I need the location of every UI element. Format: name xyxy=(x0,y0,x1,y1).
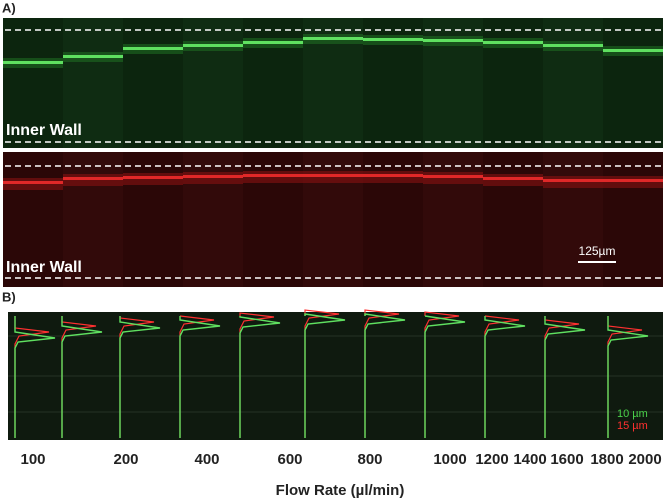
band xyxy=(63,177,123,180)
column xyxy=(123,152,183,287)
column xyxy=(183,18,243,148)
column xyxy=(3,18,63,148)
flow-rate: 2000 xyxy=(628,451,661,468)
trace-10um xyxy=(119,316,161,438)
band xyxy=(63,55,123,58)
flow-rate: 200 xyxy=(113,451,138,468)
trace-10um xyxy=(304,313,346,438)
trace-10um xyxy=(484,316,526,438)
image-label: Inner Wall xyxy=(6,259,82,276)
band xyxy=(423,175,483,178)
panel-label: A) xyxy=(2,0,16,15)
flow-rate: 400 xyxy=(194,451,219,468)
band xyxy=(303,174,363,177)
flow-rate: 1800 xyxy=(590,451,623,468)
scale-label: 125µm xyxy=(579,244,616,258)
flow-rate: 1200 xyxy=(475,451,508,468)
column xyxy=(483,152,543,287)
band xyxy=(483,41,543,44)
band xyxy=(243,174,303,177)
band xyxy=(3,181,63,184)
column xyxy=(63,18,123,148)
column xyxy=(543,18,603,148)
band xyxy=(303,37,363,40)
image-label: Inner Wall xyxy=(6,122,82,139)
band xyxy=(543,44,603,47)
trace-10um xyxy=(179,316,221,438)
column xyxy=(603,18,663,148)
band xyxy=(3,61,63,64)
trace-10um xyxy=(424,315,466,438)
trace-10um xyxy=(14,316,56,438)
band xyxy=(123,176,183,179)
column xyxy=(243,18,303,148)
band xyxy=(603,179,663,182)
band xyxy=(243,41,303,44)
band xyxy=(363,38,423,41)
profiles xyxy=(8,309,663,440)
panel-label: B) xyxy=(2,289,16,304)
band xyxy=(423,39,483,42)
flow-rate: 1400 xyxy=(513,451,546,468)
trace-10um xyxy=(607,316,649,438)
column xyxy=(123,18,183,148)
flow-rate-labels: 100 200 400 600 800 1000 1200 1400 1600 1800 2000 xyxy=(20,451,661,468)
band xyxy=(603,49,663,52)
flow-rate: 1600 xyxy=(550,451,583,468)
flow-rate: 100 xyxy=(20,451,45,468)
band xyxy=(183,44,243,47)
green-image xyxy=(3,18,663,148)
trace-10um xyxy=(364,313,406,438)
band xyxy=(363,174,423,177)
column xyxy=(483,18,543,148)
trace-10um xyxy=(239,316,281,438)
column xyxy=(543,152,603,287)
column xyxy=(603,152,663,287)
band xyxy=(483,177,543,180)
column xyxy=(3,152,63,287)
trace-10um xyxy=(544,316,586,438)
axis-title: Flow Rate (µl/min) xyxy=(276,482,405,499)
band xyxy=(543,179,603,182)
red-image xyxy=(3,152,663,287)
legend-entry: 10 µm xyxy=(617,408,648,420)
flow-rate: 800 xyxy=(357,451,382,468)
trace-10um xyxy=(61,316,103,438)
band xyxy=(123,47,183,50)
flow-rate: 1000 xyxy=(433,451,466,468)
legend-entry: 15 µm xyxy=(617,420,648,432)
band xyxy=(183,175,243,178)
flow-rate: 600 xyxy=(277,451,302,468)
